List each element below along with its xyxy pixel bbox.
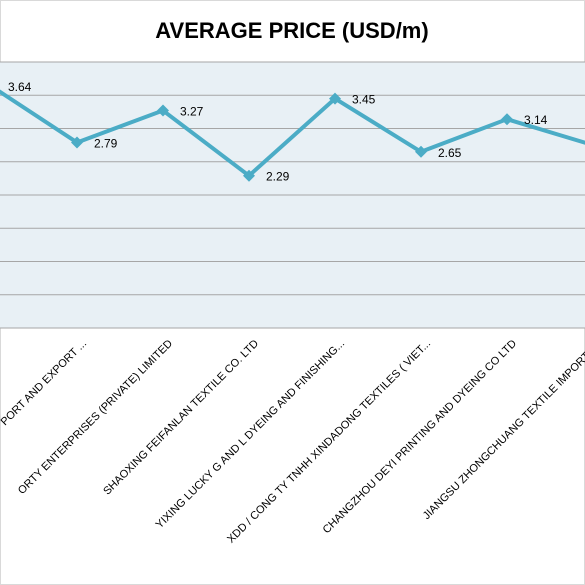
- marker: [71, 136, 83, 149]
- marker: [157, 104, 169, 117]
- line: [0, 89, 585, 178]
- data-label: 3.64: [8, 80, 32, 94]
- data-label: 2.65: [438, 146, 462, 160]
- data-label: 2.79: [94, 136, 118, 150]
- data-label: 3.45: [352, 93, 376, 107]
- marker: [329, 92, 341, 105]
- marker: [501, 113, 513, 126]
- data-label: 3.14: [524, 113, 548, 127]
- data-label: 3.27: [180, 105, 204, 119]
- marker: [415, 145, 427, 158]
- data-label: 2.29: [266, 170, 290, 184]
- marker: [243, 169, 255, 182]
- chart-title: AVERAGE PRICE (USD/m): [155, 18, 428, 43]
